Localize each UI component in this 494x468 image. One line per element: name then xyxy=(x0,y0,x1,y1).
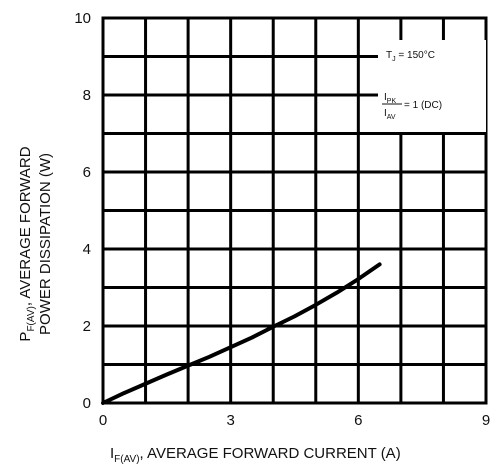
plot-frame xyxy=(101,16,488,405)
y-tick-label: 6 xyxy=(83,164,91,181)
x-axis-label: IF(AV), AVERAGE FORWARD CURRENT (A) xyxy=(110,445,401,465)
y-tick-label: 0 xyxy=(83,395,91,412)
annotation-tj: TJ = 150°C xyxy=(386,50,435,63)
x-tick-labels: 0 3 6 9 xyxy=(99,412,490,429)
y-axis-label: PF(AV), AVERAGE FORWARD POWER DISSIPATIO… xyxy=(17,146,54,341)
x-tick-label: 6 xyxy=(354,412,362,429)
x-tick-label: 3 xyxy=(226,412,234,429)
x-tick-label: 0 xyxy=(99,412,107,429)
y-tick-label: 8 xyxy=(83,87,91,104)
x-tick-label: 9 xyxy=(482,412,490,429)
annotation-box xyxy=(378,40,486,132)
series-line xyxy=(101,262,382,405)
y-tick-labels: 0 2 4 6 8 10 xyxy=(74,10,91,412)
annotation-ratio-denominator: IAV xyxy=(384,108,396,121)
y-tick-label: 10 xyxy=(74,10,91,27)
y-axis-label-line1: PF(AV), AVERAGE FORWARD xyxy=(17,146,37,341)
annotation-ratio-value: = 1 (DC) xyxy=(404,100,442,111)
annotation-ratio-numerator: IPK xyxy=(384,92,396,105)
y-tick-label: 4 xyxy=(83,241,91,258)
y-axis-label-line2: POWER DISSIPATION (W) xyxy=(37,153,54,335)
data-series xyxy=(101,262,382,405)
y-tick-label: 2 xyxy=(83,318,91,335)
